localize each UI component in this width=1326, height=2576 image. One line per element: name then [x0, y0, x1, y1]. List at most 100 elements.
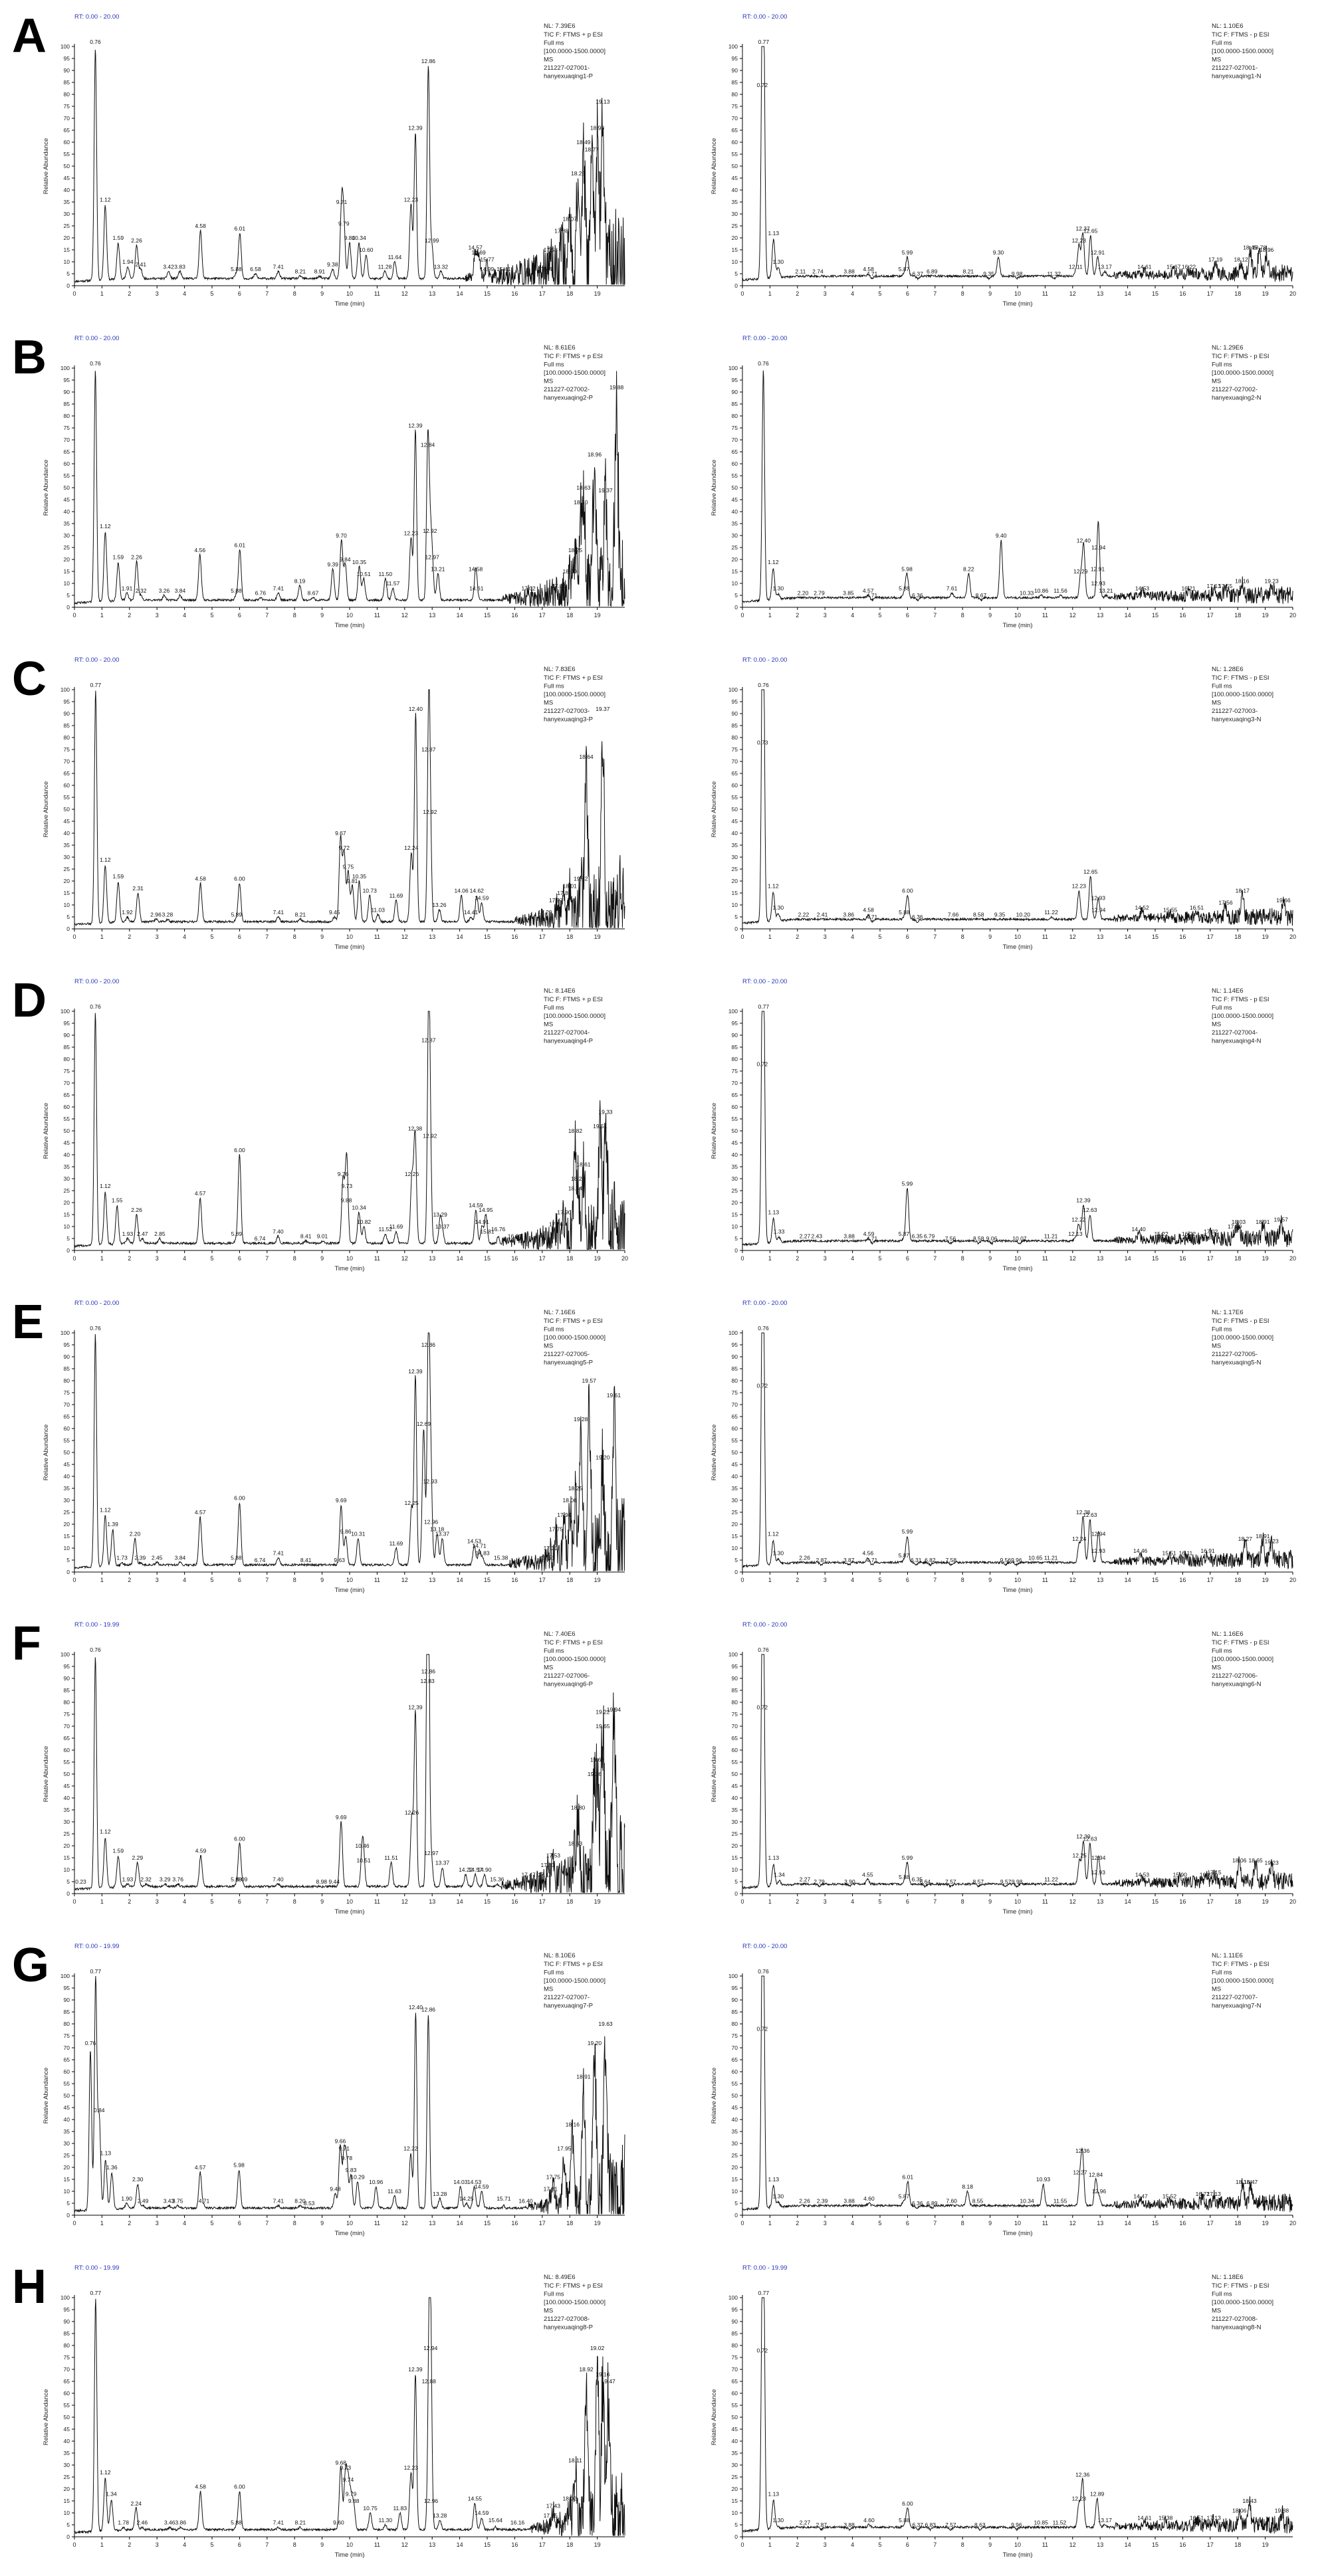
- x-tick-label: 15: [1152, 290, 1159, 297]
- x-tick-label: 10: [346, 2220, 353, 2227]
- x-tick-label: 1: [768, 1898, 772, 1905]
- peak-label: 2.87: [816, 1557, 828, 1563]
- peak-label: 19.57: [582, 1377, 597, 1384]
- x-tick-label: 1: [768, 290, 772, 297]
- x-tick-label: 5: [878, 1255, 881, 1262]
- scan-info-line: MS: [544, 1343, 553, 1350]
- y-tick-label: 95: [732, 55, 738, 62]
- peak-label: 11.28: [378, 263, 392, 270]
- peak-label: 17.13: [1207, 2514, 1222, 2521]
- y-tick-label: 35: [732, 842, 738, 848]
- peak-label: 14.91: [475, 1219, 489, 1225]
- peak-label: 1.78: [118, 2520, 129, 2526]
- chromatogram-panel: RT: 0.00 - 20.00 NL: 1.10E6 TIC F: FTMS - …: [668, 0, 1326, 322]
- x-tick-label: 13: [1097, 2220, 1103, 2227]
- y-tick-label: 85: [64, 1044, 70, 1050]
- x-tick-label: 5: [878, 612, 881, 619]
- peak-label: 7.56: [945, 1235, 956, 1242]
- x-tick-label: 17: [1207, 612, 1214, 619]
- peak-label: 19.63: [590, 1757, 605, 1763]
- x-tick-label: 13: [1097, 290, 1103, 297]
- y-tick-label: 85: [64, 2009, 70, 2015]
- x-tick-label: 2: [128, 2220, 131, 2227]
- y-tick-label: 70: [732, 1401, 738, 1408]
- x-tick-label: 7: [933, 934, 937, 940]
- y-tick-label: 5: [66, 1235, 70, 1242]
- x-axis-title: Time (min): [1002, 2230, 1032, 2237]
- y-tick-label: 60: [64, 139, 70, 146]
- x-tick-label: 18: [566, 934, 573, 940]
- peak-label: 17.15: [1207, 1869, 1222, 1876]
- scan-info-line: Full ms: [1212, 1005, 1232, 1012]
- peak-label: 14.58: [469, 566, 483, 573]
- peak-label: 12.94: [1091, 906, 1106, 913]
- scan-info-line: 211227-027008-: [544, 2316, 590, 2323]
- y-tick-label: 55: [64, 1116, 70, 1122]
- scan-info-line: Full ms: [1212, 1969, 1232, 1977]
- y-tick-label: 40: [64, 187, 70, 193]
- y-tick-label: 15: [64, 890, 70, 896]
- peak-label: 18.49: [576, 139, 591, 146]
- peak-label: 1.12: [100, 2469, 111, 2476]
- peak-label: 12.22: [1071, 1216, 1086, 1223]
- y-tick-label: 20: [732, 1842, 738, 1849]
- peak-label: 14.59: [475, 2510, 489, 2516]
- scan-info-line: Full ms: [544, 1005, 564, 1012]
- chromatogram-svg: RT: 0.00 - 20.00 NL: 7.16E6 TIC F: FTMS + …: [43, 1300, 625, 1594]
- y-tick-label: 45: [732, 2104, 738, 2111]
- peak-label: 8.21: [295, 912, 306, 918]
- x-tick-label: 4: [183, 1898, 186, 1905]
- y-tick-label: 20: [64, 1842, 70, 1849]
- peak-label: 14.22: [459, 1866, 473, 1873]
- peak-label: 2.74: [812, 268, 824, 275]
- x-tick-label: 4: [183, 934, 186, 940]
- peak-label: 15.90: [1173, 1871, 1188, 1878]
- peak-label: 1.13: [768, 230, 780, 237]
- peak-label: 19.13: [596, 98, 610, 105]
- y-tick-label: 55: [732, 1116, 738, 1122]
- peak-label: 11.21: [1044, 1555, 1058, 1561]
- scan-info-line: [100.0000-1500.0000]: [544, 691, 606, 698]
- y-tick-label: 65: [732, 2378, 738, 2385]
- x-tick-label: 11: [1042, 2541, 1048, 2548]
- x-tick-label: 10: [346, 612, 353, 619]
- x-tick-label: 2: [128, 1255, 131, 1262]
- peak-label: 1.55: [112, 1197, 123, 1204]
- peak-label: 17.55: [1218, 583, 1233, 589]
- y-tick-label: 15: [732, 2176, 738, 2183]
- x-tick-label: 17: [539, 1577, 546, 1583]
- y-tick-label: 75: [732, 1711, 738, 1718]
- x-tick-label: 19: [1262, 2220, 1269, 2227]
- x-tick-label: 5: [210, 2541, 213, 2548]
- y-tick-label: 55: [64, 794, 70, 801]
- y-tick-label: 50: [732, 1771, 738, 1777]
- peak-label: 2.32: [136, 587, 147, 594]
- y-tick-label: 50: [732, 163, 738, 169]
- peak-label: 12.97: [424, 1850, 439, 1856]
- x-tick-label: 1: [100, 1577, 104, 1583]
- x-tick-label: 13: [1097, 612, 1103, 619]
- peak-label: 18.06: [1232, 2508, 1247, 2514]
- x-tick-label: 0: [72, 612, 76, 619]
- peak-label: 7.41: [273, 2520, 284, 2526]
- y-tick-label: 85: [732, 1687, 738, 1694]
- y-tick-label: 35: [64, 2128, 70, 2135]
- peak-label: 12.94: [1091, 544, 1106, 551]
- peak-label: 0.77: [758, 2290, 770, 2296]
- peak-label: 5.89: [231, 912, 243, 918]
- peak-label: 17.13: [538, 1871, 552, 1878]
- x-tick-label: 15: [484, 290, 491, 297]
- y-tick-label: 15: [64, 2176, 70, 2183]
- scan-info-line: MS: [544, 56, 553, 64]
- scan-info-line: TIC F: FTMS + p ESI: [544, 353, 603, 360]
- peak-label: 19.66: [1276, 897, 1291, 904]
- peak-label: 7.40: [273, 1876, 284, 1883]
- y-tick-label: 45: [64, 2104, 70, 2111]
- peak-label: 2.29: [132, 1854, 144, 1861]
- scan-info-line: hanyexuaqing3-P: [544, 716, 593, 724]
- peak-label: 9.57: [1000, 1878, 1012, 1885]
- peak-label: 1.93: [122, 1876, 134, 1883]
- y-tick-label: 90: [64, 389, 70, 395]
- peak-label: 2.79: [814, 590, 825, 597]
- peak-label: 3.88: [843, 268, 855, 275]
